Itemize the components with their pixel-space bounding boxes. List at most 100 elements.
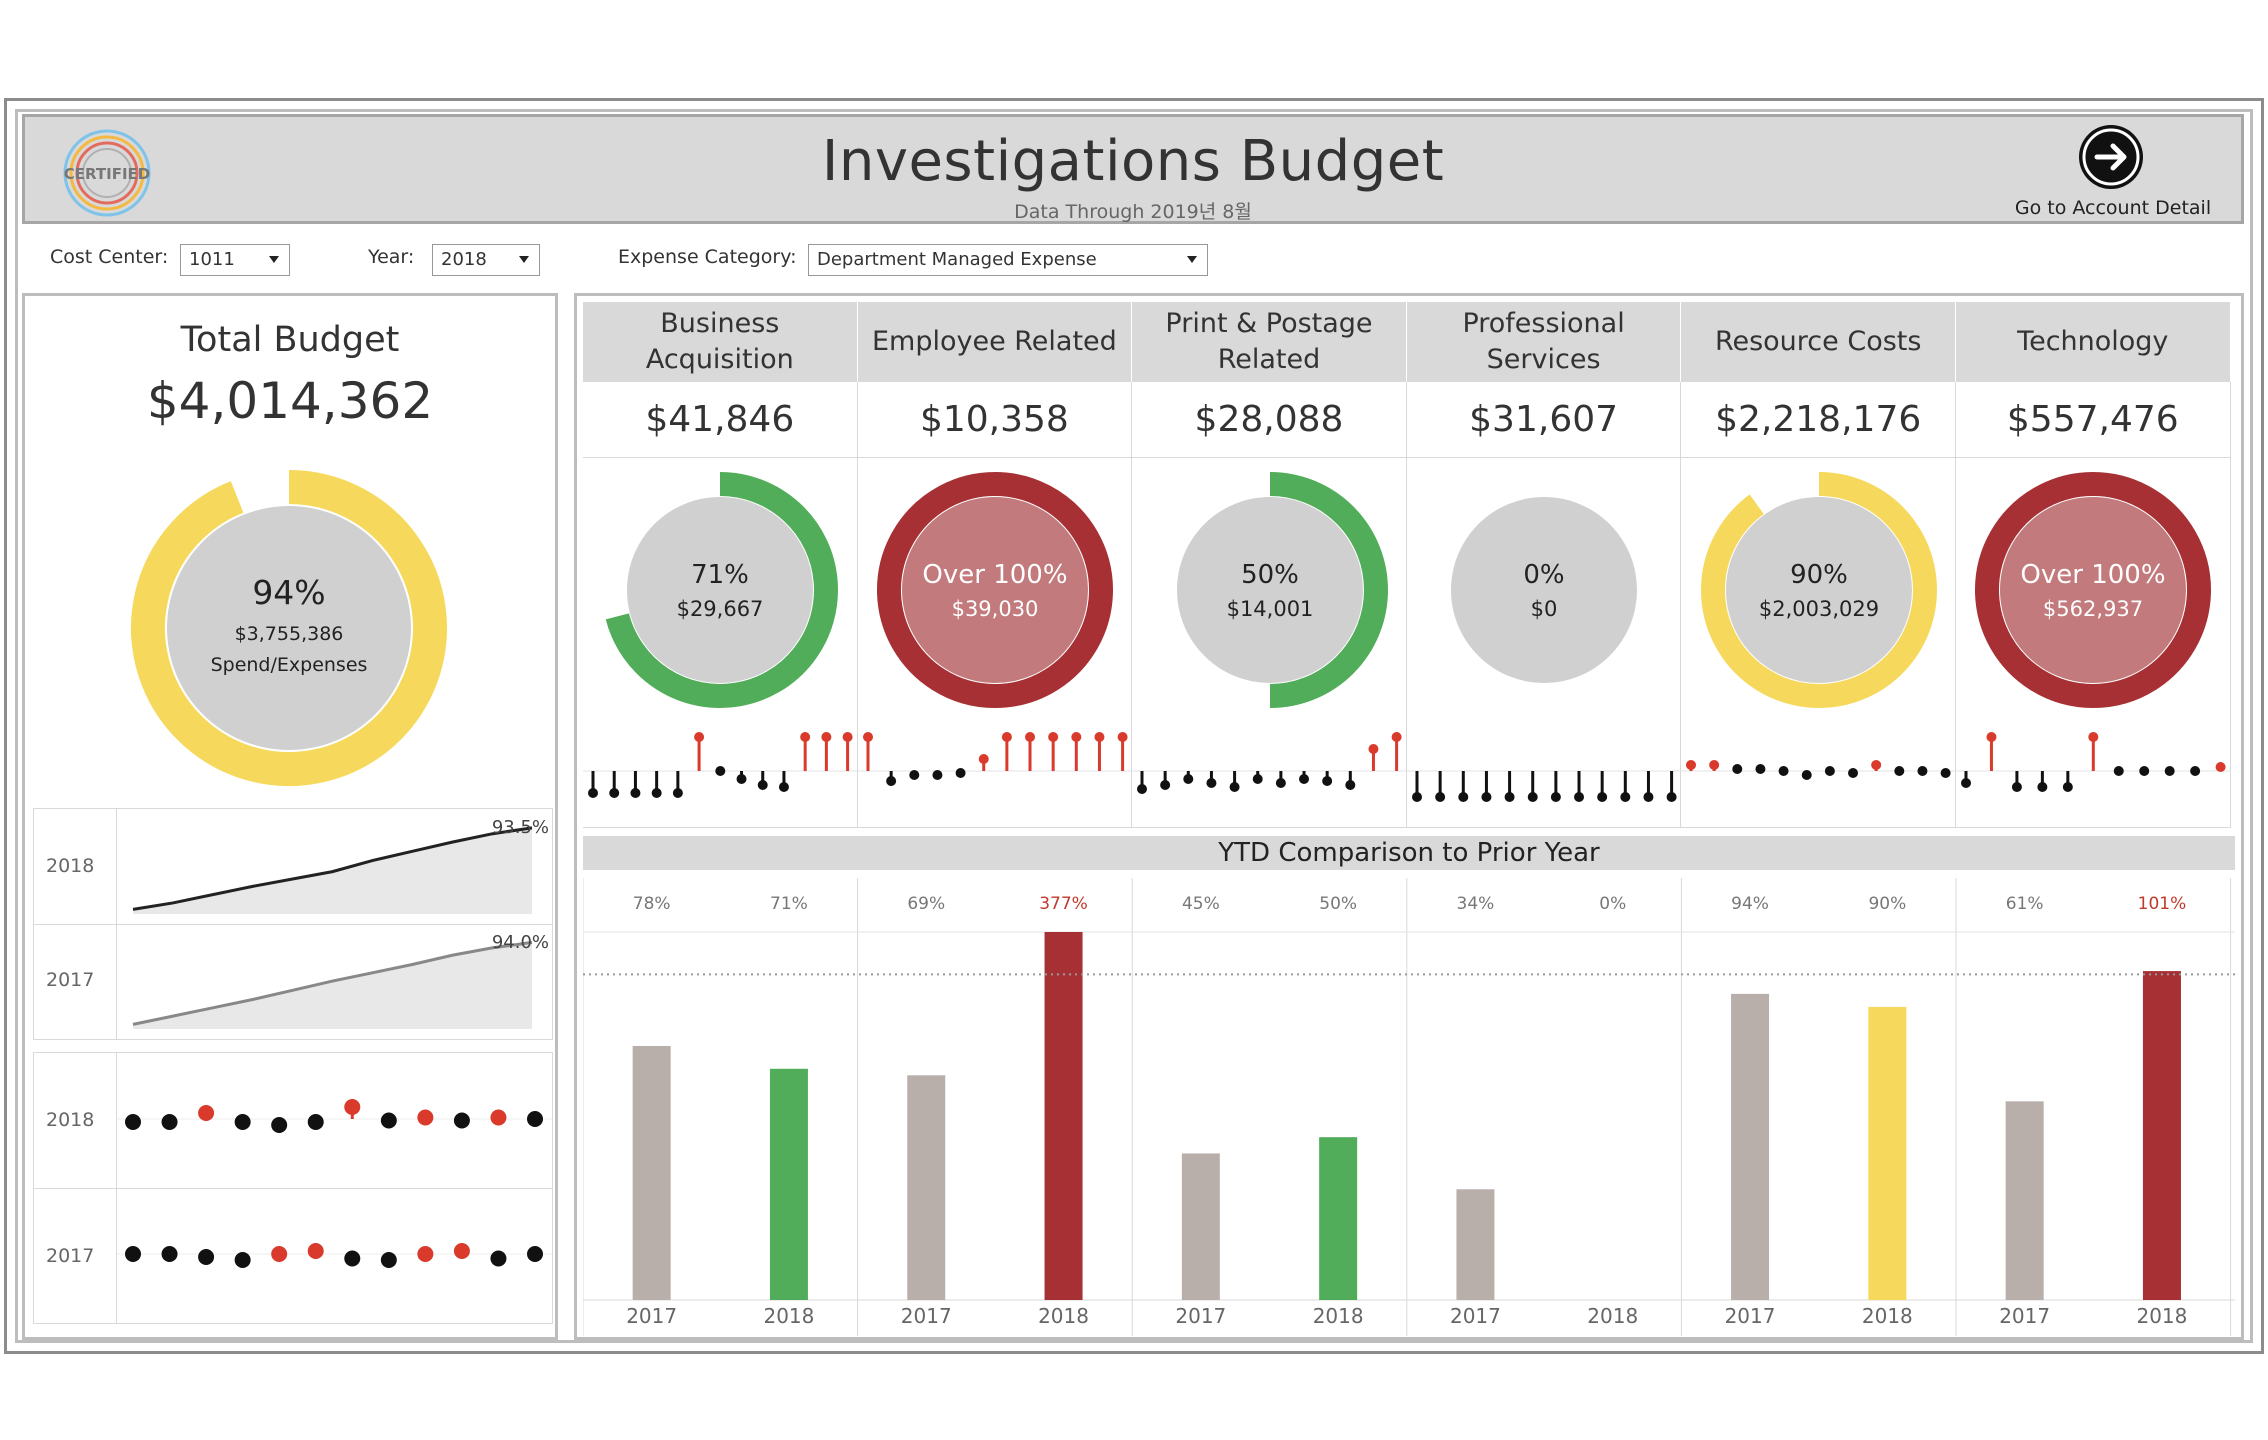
lollipop-dot	[1183, 774, 1194, 784]
category-donut: 90% $2,003,029	[1700, 472, 1937, 708]
lollipop-dot	[1686, 760, 1697, 770]
lollipop-dot	[1986, 732, 1997, 742]
lollipop-dot	[1047, 732, 1058, 742]
category-percent: 0%	[1523, 560, 1564, 590]
lollipop-dot	[978, 754, 989, 764]
lollipop-dot	[2088, 732, 2099, 742]
lollipop-dot	[672, 788, 683, 798]
category-percent: Over 100%	[922, 560, 1067, 590]
total-budget-center	[167, 506, 411, 750]
lollipop-dot	[1643, 792, 1654, 802]
variance-dot	[344, 1250, 361, 1267]
variance-dot	[417, 1246, 434, 1262]
variance-dot	[380, 1112, 397, 1129]
expense-category-dropdown[interactable]: Department Managed Expense	[808, 244, 1208, 276]
variance-dot	[125, 1114, 141, 1130]
variance-dot	[527, 1246, 543, 1262]
page-subtitle: Data Through 2019년 8월	[1014, 201, 1252, 223]
ytd-year-label: 2017	[1724, 1304, 1776, 1328]
arrow-right-icon	[2079, 125, 2143, 189]
cumulative-row-year: 2018	[46, 855, 95, 877]
lollipop-dot	[630, 788, 641, 798]
monthly-variance-dots	[117, 1099, 552, 1268]
lollipop-dot	[1458, 792, 1469, 802]
cumulative-line	[132, 826, 533, 911]
ytd-year-label: 2018	[1587, 1304, 1639, 1328]
lollipop-dot	[1894, 766, 1905, 776]
lollipop-dot	[1596, 792, 1607, 802]
lollipop-dot	[1160, 780, 1171, 790]
ytd-bar-2017	[1456, 1189, 1495, 1300]
category-donut-arc	[606, 472, 839, 708]
page-title: Investigations Budget	[821, 129, 1445, 194]
lollipop-dot	[1368, 744, 1379, 754]
variance-dot	[344, 1099, 361, 1115]
variance-dot	[234, 1114, 251, 1130]
expense-category-value: Department Managed Expense	[817, 249, 1097, 270]
lollipop-dot	[1252, 774, 1263, 784]
category-budget-value: $31,607	[1406, 382, 1682, 458]
lollipop-dot	[955, 768, 966, 778]
lollipop-dot	[2062, 782, 2073, 792]
lollipop-dot	[1117, 732, 1128, 742]
ytd-bar-2017	[632, 1045, 671, 1300]
lollipop-dot	[1778, 766, 1789, 776]
lollipop-dot	[2215, 762, 2226, 772]
ytd-year-label: 2017	[900, 1304, 952, 1328]
category-cell	[1406, 458, 1682, 828]
header-bar: CERTIFIED Investigations Budget Data Thr…	[22, 114, 2244, 224]
certified-logo: CERTIFIED	[63, 129, 151, 217]
go-to-account-detail-button[interactable]: Go to Account Detail	[2013, 123, 2213, 223]
year-dropdown[interactable]: 2018	[432, 244, 540, 276]
total-spend-label: Spend/Expenses	[211, 654, 368, 676]
lollipop-dot	[1848, 768, 1859, 778]
category-budget-value: $2,218,176	[1681, 382, 1956, 458]
monthly-lollipop-chart	[1132, 732, 1407, 794]
variance-dot	[198, 1249, 215, 1265]
category-percent: 50%	[1241, 560, 1299, 590]
lollipop-dot	[1137, 784, 1148, 794]
monthly-lollipop-chart	[583, 732, 858, 798]
cost-center-value: 1011	[189, 249, 235, 270]
variance-dot	[307, 1243, 324, 1259]
lollipop-dot	[1070, 732, 1081, 742]
ytd-year-label: 2017	[1449, 1304, 1501, 1328]
lollipop-dot	[908, 770, 919, 780]
variance-dot	[271, 1117, 288, 1133]
lollipop-dot	[1481, 792, 1492, 802]
lollipop-dot	[1527, 792, 1538, 802]
cumulative-row-year: 2017	[46, 969, 95, 991]
monthly-row-year: 2017	[46, 1245, 95, 1267]
chevron-down-icon	[519, 256, 529, 263]
monthly-lollipop-chart	[1406, 770, 1682, 802]
lollipop-dot	[1940, 768, 1951, 778]
cost-center-dropdown[interactable]: 1011	[180, 244, 290, 276]
category-donut-arc	[1700, 472, 1937, 708]
total-spend: $3,755,386	[235, 623, 344, 645]
lollipop-dot	[1229, 782, 1240, 792]
total-budget-arc	[131, 470, 447, 786]
category-budget-value: $10,358	[857, 382, 1133, 458]
cumulative-spend-panel: 2018 2017 93.5% 94.0%	[33, 808, 553, 1040]
year-label: Year:	[368, 246, 415, 268]
ytd-percent-label: 71%	[770, 894, 808, 914]
lollipop-dot	[1620, 792, 1631, 802]
category-header: Business Acquisition	[583, 302, 858, 382]
ytd-comparison-chart	[583, 878, 2235, 1336]
lollipop-dot	[1434, 792, 1445, 802]
variance-dot	[453, 1112, 470, 1129]
ytd-year-label: 2017	[1999, 1304, 2051, 1328]
cumulative-end-label: 93.5%	[492, 817, 549, 838]
lollipop-dot	[2113, 766, 2124, 776]
variance-dot	[490, 1250, 507, 1267]
category-donut-center	[627, 497, 814, 683]
category-donut-center	[1725, 497, 1912, 683]
ytd-percent-label: 69%	[907, 894, 946, 914]
category-donut: Over 100% $39,030	[876, 472, 1113, 708]
ytd-bar-2018	[2142, 971, 2181, 1300]
monthly-row-year: 2018	[46, 1109, 95, 1131]
lollipop-dot	[778, 782, 789, 792]
ytd-percent-label: 78%	[632, 894, 671, 914]
lollipop-dot	[1825, 766, 1836, 776]
monthly-variance-panel: 2018 2017	[33, 1052, 553, 1324]
